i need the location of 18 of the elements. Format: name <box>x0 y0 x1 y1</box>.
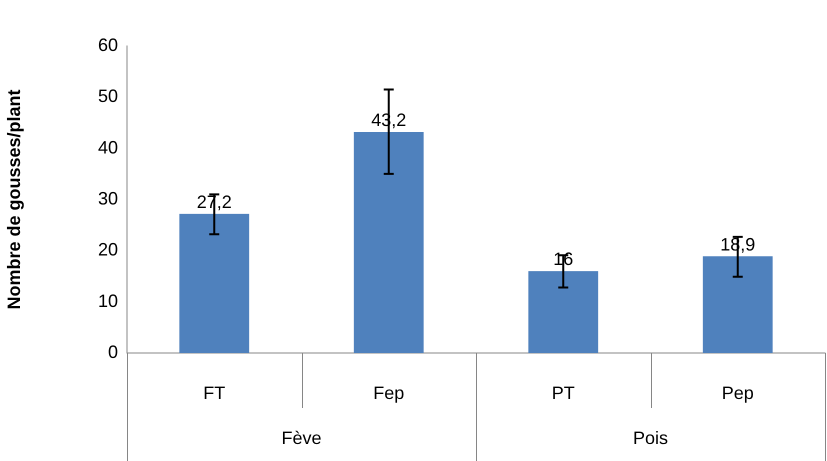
y-tick-label: 10 <box>98 290 118 311</box>
text: Fève <box>281 428 322 448</box>
x-tick-label: PT <box>552 382 575 403</box>
bar <box>179 214 250 353</box>
y-tick-label: 20 <box>98 240 118 260</box>
bar <box>354 132 424 353</box>
x-tick-label: Pep <box>722 382 754 403</box>
y-tick-label: 0 <box>108 342 118 362</box>
y-axis-title: Nombre de gousses/plant <box>4 89 24 310</box>
y-tick-label: 40 <box>98 137 118 158</box>
y-tick-label: 60 <box>98 34 118 55</box>
bar <box>702 256 773 353</box>
bar <box>528 271 598 353</box>
x-tick-label: Fep <box>373 382 404 403</box>
y-tick-label: 30 <box>98 188 118 208</box>
x-tick-label: FT <box>203 382 226 403</box>
y-tick-label: 50 <box>98 86 118 106</box>
text: Pois <box>632 428 668 448</box>
